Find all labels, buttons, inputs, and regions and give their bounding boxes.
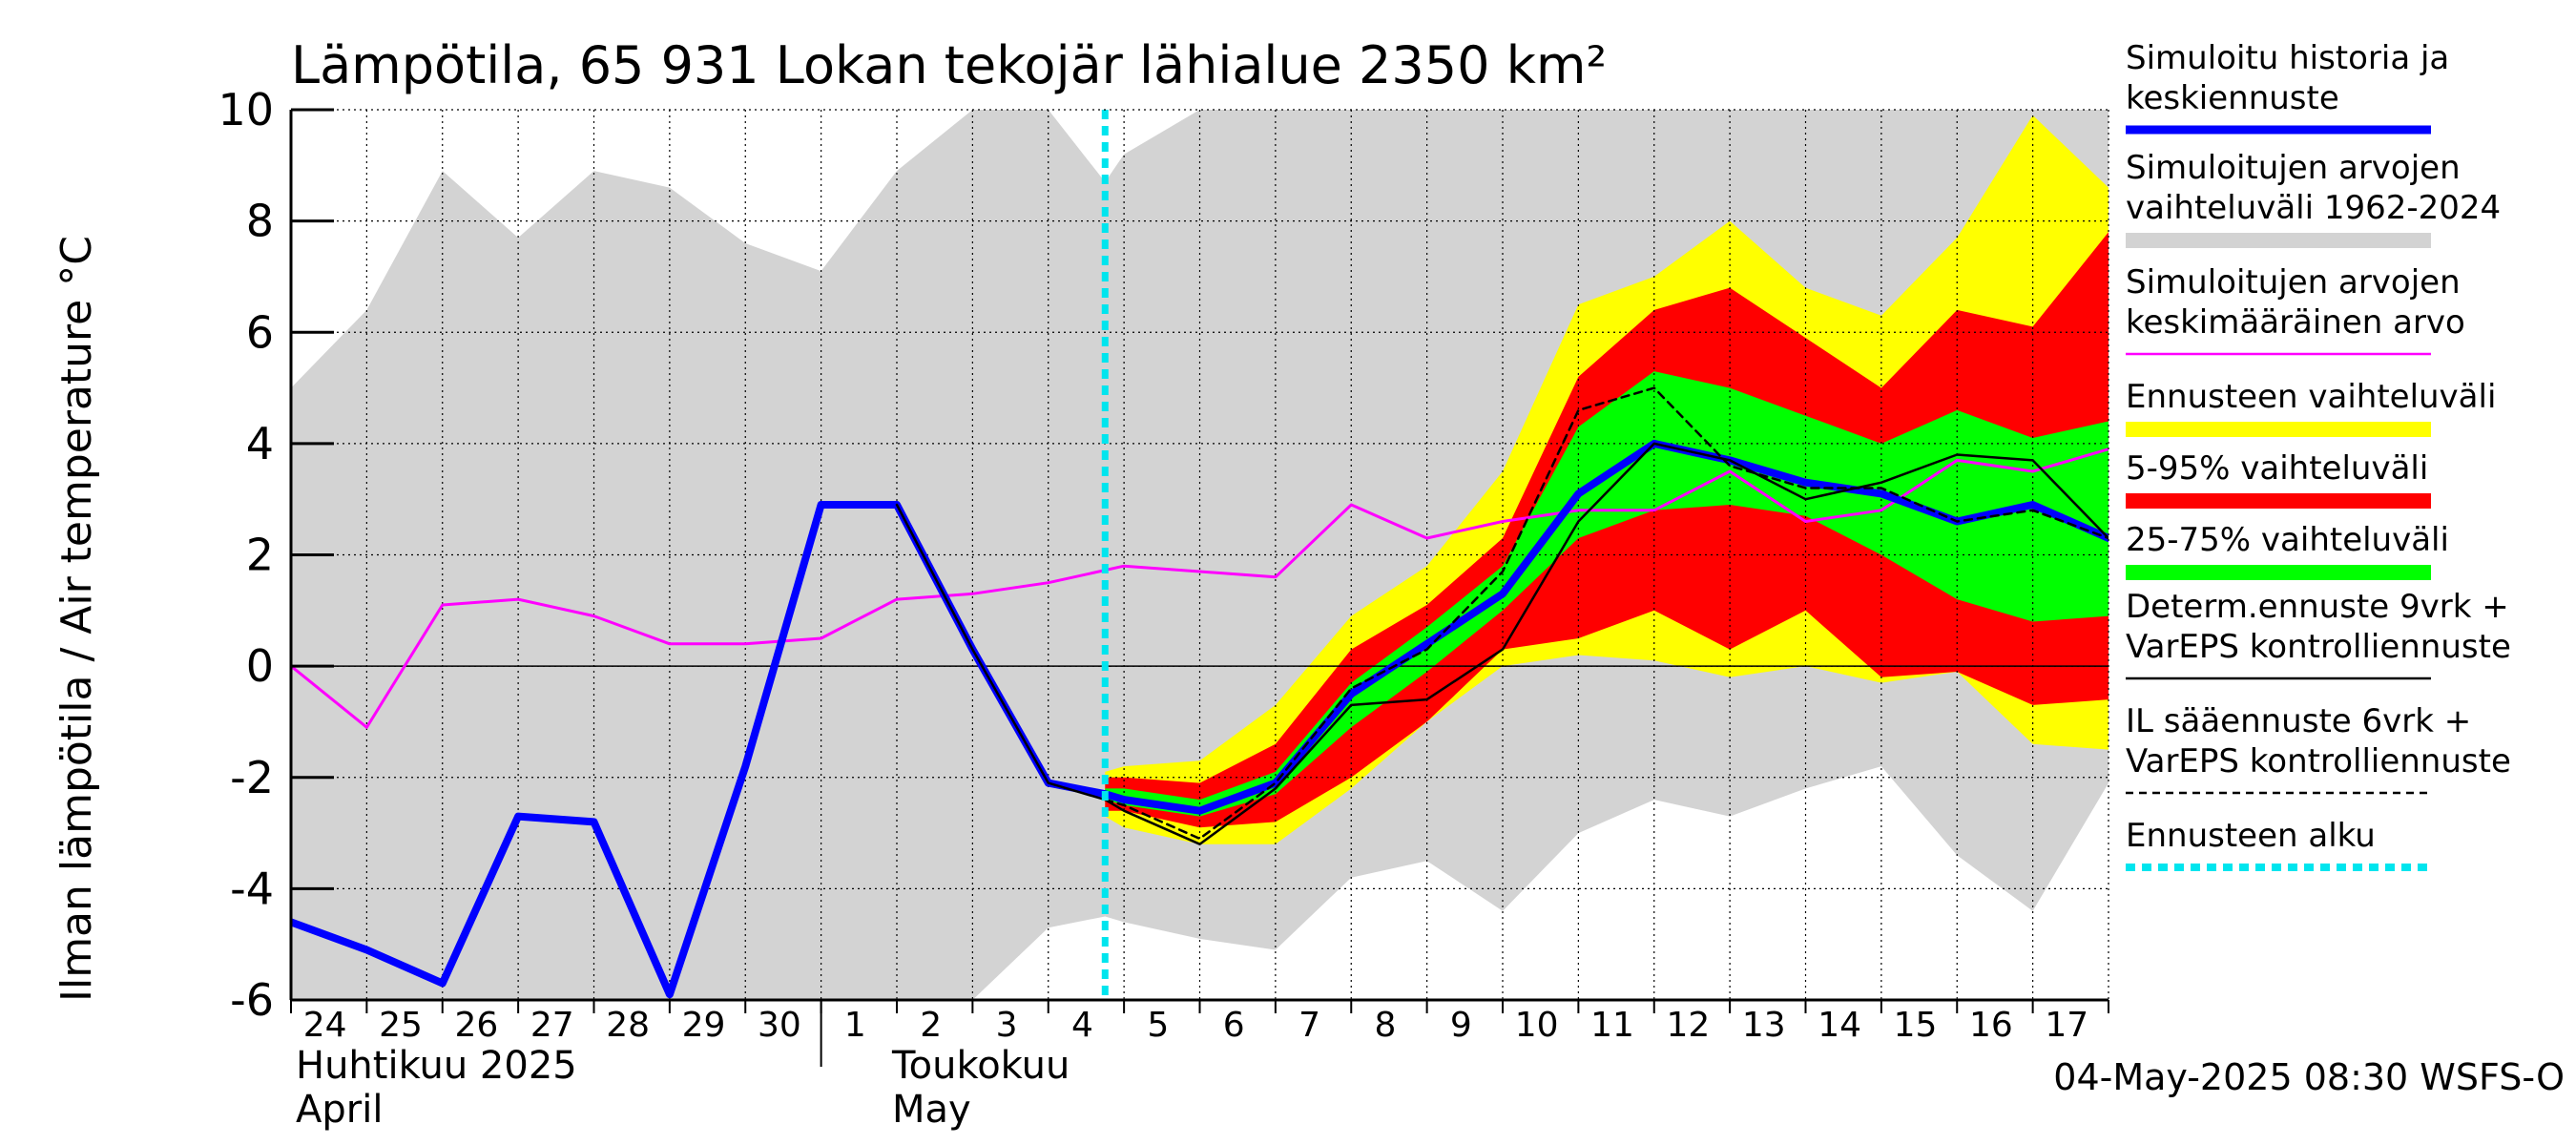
y-tick-label: 2 <box>246 530 274 581</box>
x-tick-label: 27 <box>530 1006 574 1045</box>
legend-label: Simuloitujen arvojen <box>2126 263 2461 302</box>
x-tick-label: 29 <box>682 1006 726 1045</box>
x-tick-label: 14 <box>1818 1006 1861 1045</box>
y-tick-label: -4 <box>230 863 274 914</box>
footer-timestamp: 04-May-2025 08:30 WSFS-O <box>2053 1056 2565 1098</box>
x-tick-label: 11 <box>1590 1006 1634 1045</box>
x-tick-label: 2 <box>920 1006 942 1045</box>
y-tick-label: -2 <box>230 752 274 803</box>
chart-title: Lämpötila, 65 931 Lokan tekojär lähialue… <box>291 35 1607 95</box>
x-tick-label: 13 <box>1742 1006 1786 1045</box>
x-tick-label: 26 <box>455 1006 499 1045</box>
x-tick-label: 7 <box>1298 1006 1320 1045</box>
legend-label: keskiennuste <box>2126 79 2339 117</box>
y-tick-label: -6 <box>230 974 274 1026</box>
legend-label: Simuloitujen arvojen <box>2126 149 2461 187</box>
x-tick-label: 8 <box>1374 1006 1396 1045</box>
series-line <box>291 448 2109 729</box>
x-tick-label: 28 <box>606 1006 650 1045</box>
y-axis-label: Ilman lämpötila / Air temperature °C <box>52 236 101 1002</box>
month-label-fi: Toukokuu <box>891 1044 1070 1088</box>
x-tick-label: 15 <box>1894 1006 1938 1045</box>
x-tick-label: 10 <box>1515 1006 1559 1045</box>
legend-label: 25-75% vaihteluväli <box>2126 521 2449 559</box>
x-tick-label: 25 <box>379 1006 423 1045</box>
x-tick-label: 4 <box>1071 1006 1093 1045</box>
band-ff0000 <box>1105 232 2109 828</box>
series-line <box>291 439 2109 999</box>
month-label-en: April <box>296 1088 383 1132</box>
legend-swatch <box>2126 565 2431 580</box>
x-tick-label: 17 <box>2045 1006 2088 1045</box>
x-tick-label: 5 <box>1147 1006 1169 1045</box>
legend-label: Ennusteen alku <box>2126 817 2376 855</box>
x-tick-label: 30 <box>758 1006 801 1045</box>
legend-label: Ennusteen vaihteluväli <box>2126 378 2496 416</box>
month-label-en: May <box>892 1088 971 1132</box>
y-tick-label: 0 <box>246 640 274 692</box>
legend-label: VarEPS kontrolliennuste <box>2126 628 2511 666</box>
y-tick-label: 6 <box>246 306 274 358</box>
legend-label: VarEPS kontrolliennuste <box>2126 742 2511 781</box>
y-tick-label: 10 <box>218 84 274 135</box>
legend-swatch <box>2126 493 2431 509</box>
series-line <box>1104 386 2109 841</box>
legend-swatch <box>2126 422 2431 437</box>
x-tick-label: 24 <box>303 1006 347 1045</box>
legend-label: 5-95% vaihteluväli <box>2126 449 2428 488</box>
legend-label: vaihteluväli 1962-2024 <box>2126 189 2501 227</box>
x-tick-label: 9 <box>1450 1006 1472 1045</box>
y-tick-label: 8 <box>246 196 274 247</box>
legend-label: IL sääennuste 6vrk + <box>2126 702 2471 740</box>
legend-label: Simuloitu historia ja <box>2126 39 2449 77</box>
month-label-fi: Huhtikuu 2025 <box>296 1044 577 1088</box>
plot-series <box>291 110 2109 1000</box>
series-line <box>895 442 2109 845</box>
x-tick-label: 6 <box>1223 1006 1245 1045</box>
x-tick-label: 1 <box>844 1006 866 1045</box>
x-tick-label: 3 <box>996 1006 1018 1045</box>
legend-label: keskimääräinen arvo <box>2126 303 2465 342</box>
x-tick-label: 12 <box>1667 1006 1711 1045</box>
legend-label: Determ.ennuste 9vrk + <box>2126 588 2509 626</box>
x-tick-label: 16 <box>1969 1006 2013 1045</box>
legend-swatch <box>2126 233 2431 248</box>
y-tick-label: 4 <box>246 418 274 469</box>
